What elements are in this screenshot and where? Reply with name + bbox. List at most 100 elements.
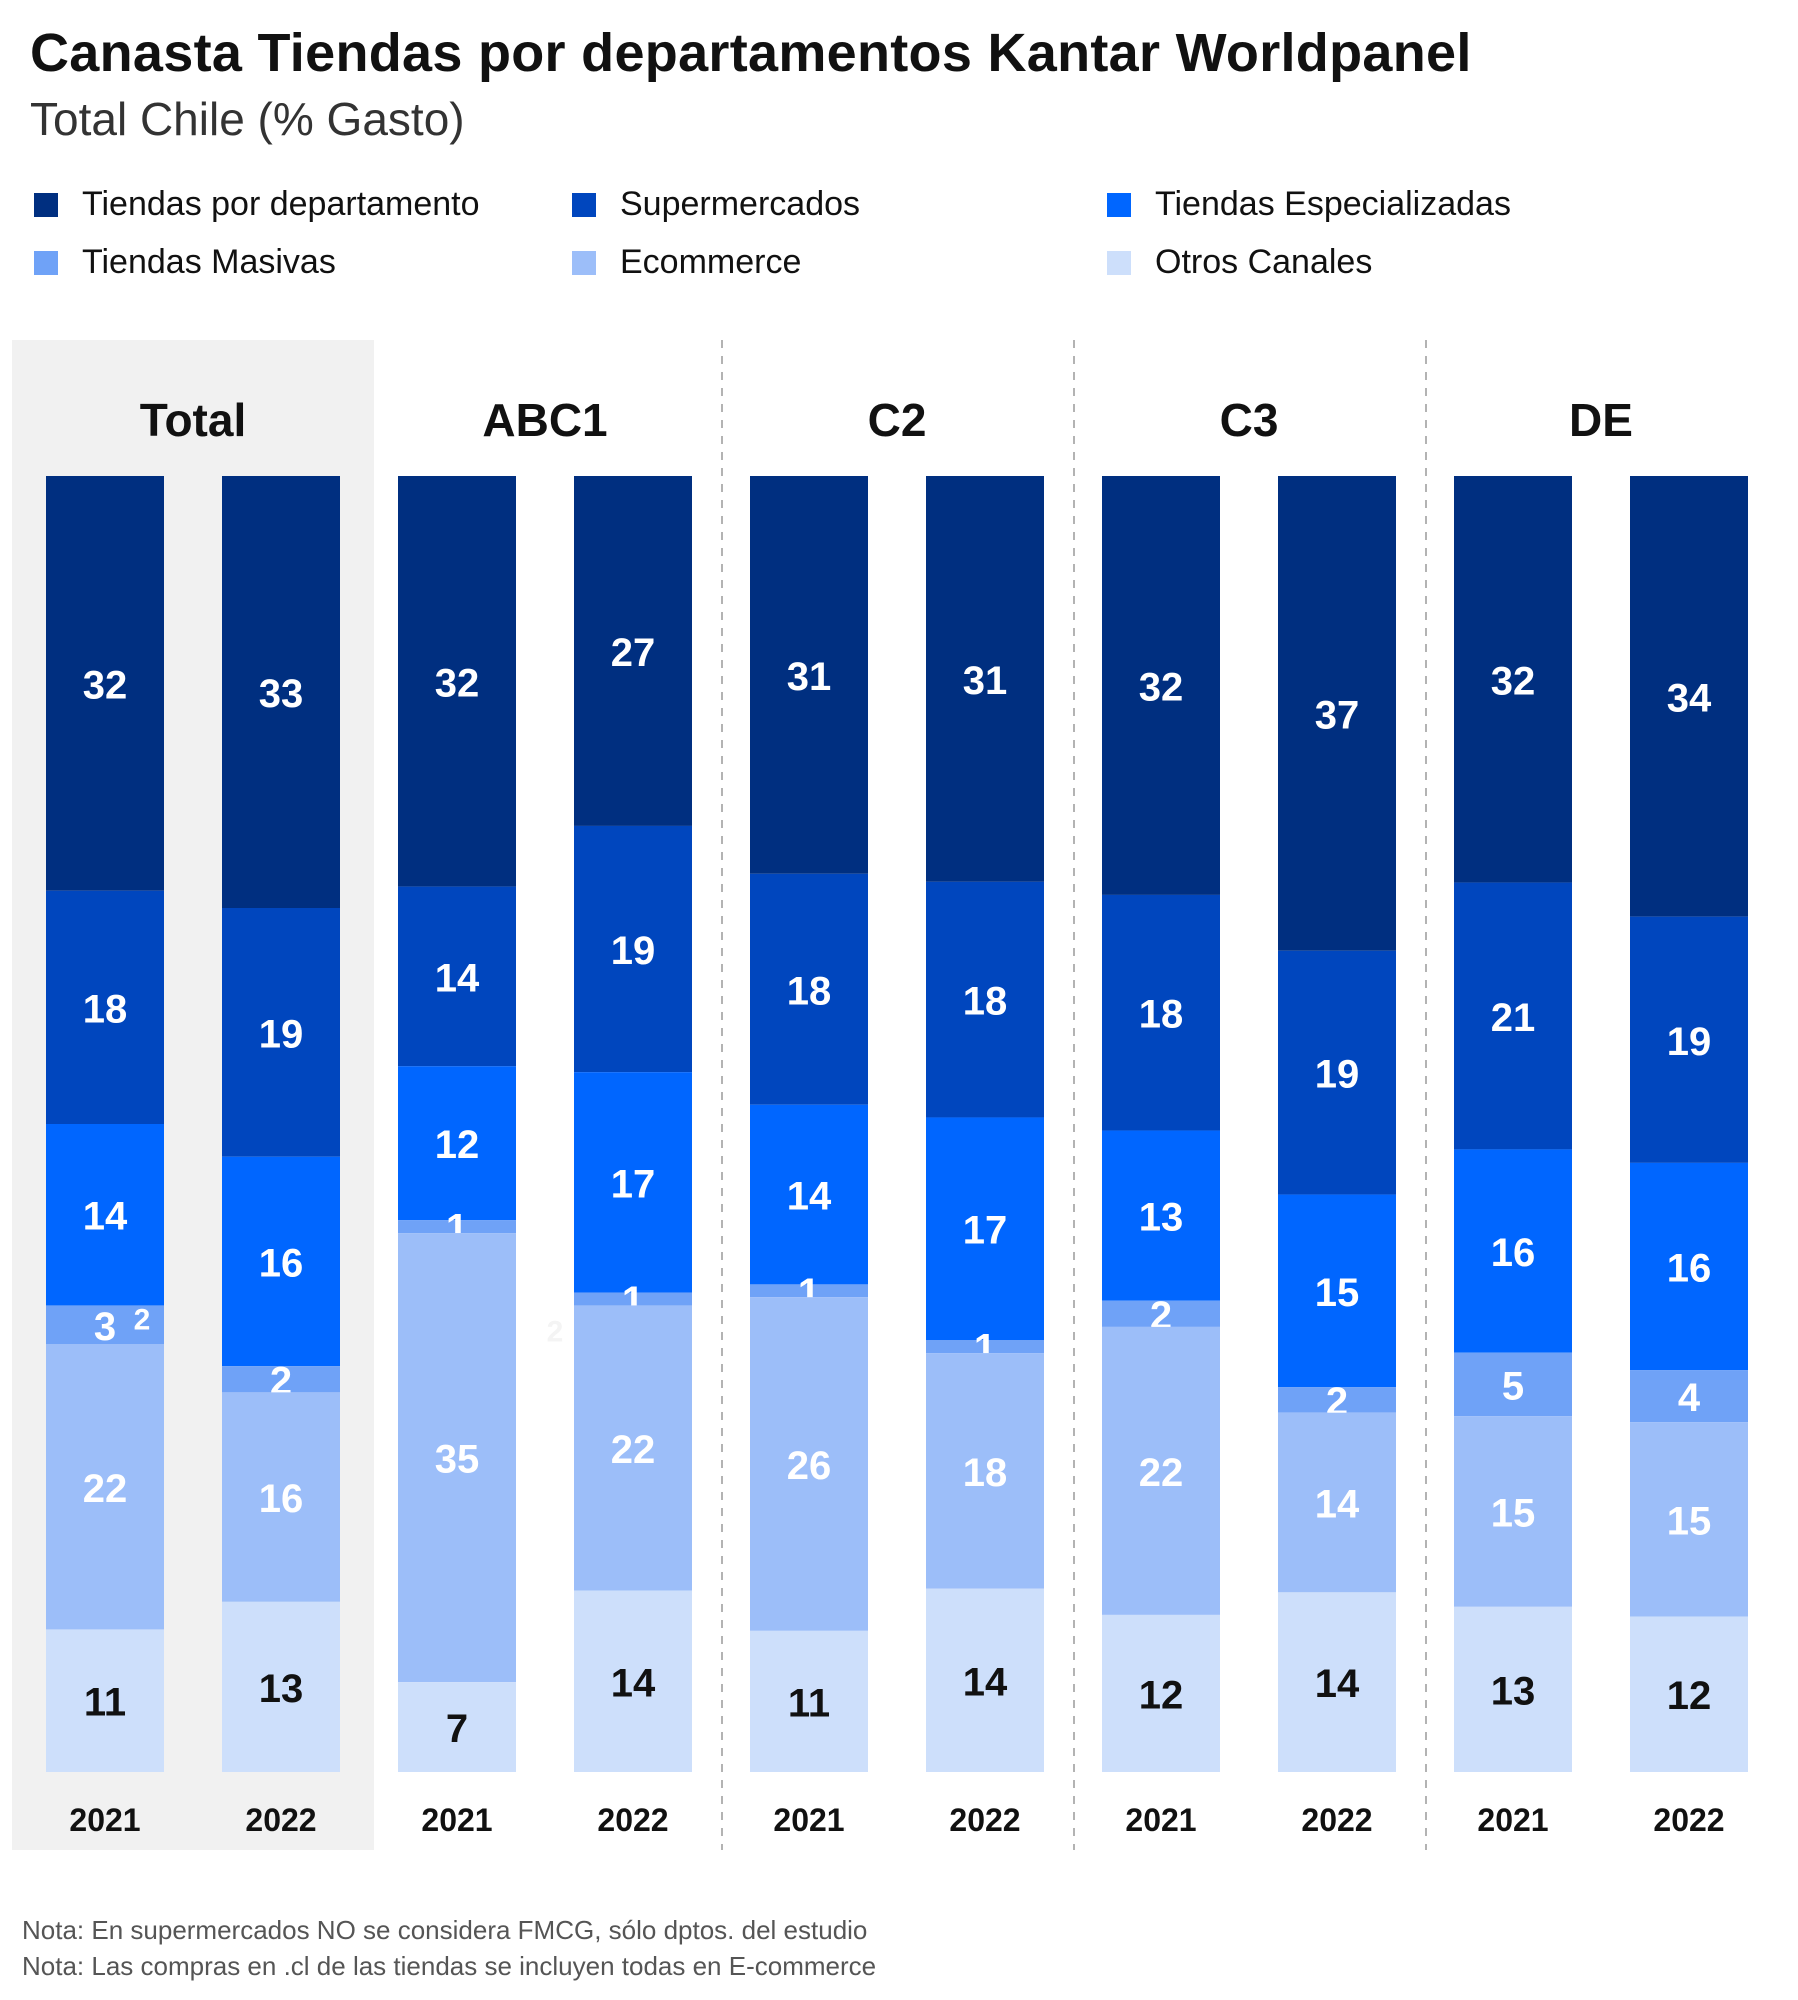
data-label: 32 — [1139, 665, 1184, 709]
data-label: 16 — [1667, 1247, 1712, 1291]
data-label: 13 — [259, 1667, 304, 1711]
legend-swatch — [34, 192, 58, 217]
data-label: 7 — [446, 1707, 468, 1751]
bar-segment — [46, 1344, 164, 1630]
bar-segment — [222, 1156, 340, 1367]
data-label: 19 — [259, 1012, 304, 1056]
data-label: 18 — [1139, 993, 1184, 1037]
data-label: 32 — [435, 661, 480, 705]
data-label: 16 — [259, 1477, 304, 1521]
bar-segment — [574, 1590, 692, 1772]
bar-segment — [926, 476, 1044, 882]
bar-segment — [750, 873, 868, 1105]
bar-segment — [750, 1284, 868, 1298]
data-label: 35 — [435, 1438, 480, 1482]
legend-swatch — [572, 192, 596, 217]
data-label: 14 — [963, 1660, 1008, 1704]
bar-segment — [574, 825, 692, 1073]
bar-segment — [1454, 1606, 1572, 1772]
legend-label: Tiendas Especializadas — [1155, 185, 1511, 223]
data-label: 18 — [787, 969, 832, 1013]
bar-segment — [1630, 1422, 1748, 1617]
legend-label: Tiendas Masivas — [82, 243, 336, 281]
data-label: 14 — [1315, 1483, 1360, 1527]
bar-segment — [1102, 1614, 1220, 1772]
data-label: 12 — [435, 1123, 480, 1167]
data-label: 18 — [963, 980, 1008, 1024]
bar-segment — [926, 1588, 1044, 1772]
legend-label: Ecommerce — [620, 243, 802, 281]
data-label: 19 — [1667, 1020, 1712, 1064]
data-label: 2 — [1150, 1294, 1172, 1338]
extra-data-label: 2 — [547, 1316, 564, 1349]
data-label: 19 — [1315, 1053, 1360, 1097]
legend-item-tiendas-masivas: Tiendas Masivas — [34, 243, 336, 282]
bar-segment — [1278, 1412, 1396, 1593]
data-label: 22 — [1139, 1451, 1184, 1495]
year-label: 2021 — [421, 1802, 492, 1838]
data-label: 32 — [1491, 659, 1536, 703]
chart-title: Canasta Tiendas por departamentos Kantar… — [30, 23, 1472, 83]
bar-segment — [1278, 476, 1396, 951]
bar-segment — [222, 908, 340, 1157]
footnotes: Nota: En supermercados NO se considera F… — [22, 1912, 876, 1984]
data-label: 14 — [435, 956, 480, 1000]
bar-segment — [222, 1366, 340, 1393]
year-label: 2022 — [245, 1802, 316, 1838]
bar-segment — [1454, 1352, 1572, 1417]
bar-segment — [398, 1066, 516, 1221]
data-label: 3 — [94, 1305, 116, 1349]
bar-segment — [1102, 894, 1220, 1131]
group-label-total: Total — [140, 394, 246, 446]
bar-segment — [46, 890, 164, 1124]
legend-item-supermercados: Supermercados — [572, 185, 860, 224]
bar-segment — [222, 476, 340, 908]
bar-segment — [750, 1104, 868, 1285]
legend: Tiendas por departamento Supermercados T… — [34, 185, 1774, 305]
bar-segment — [750, 1630, 868, 1772]
bar-segment — [926, 1353, 1044, 1589]
bar-segment — [398, 1220, 516, 1234]
bar-segment — [46, 1124, 164, 1306]
bar-segment — [398, 1233, 516, 1683]
bar-segment — [398, 476, 516, 887]
data-label: 13 — [1491, 1669, 1536, 1713]
bar-segment — [46, 476, 164, 891]
bar-segment — [1630, 916, 1748, 1163]
data-label: 13 — [1139, 1196, 1184, 1240]
data-label: 15 — [1667, 1499, 1712, 1543]
data-label: 14 — [787, 1175, 832, 1219]
data-label: 4 — [1678, 1376, 1701, 1420]
data-label: 31 — [963, 659, 1008, 703]
bar-segment — [750, 476, 868, 874]
bar-segment — [1454, 882, 1572, 1150]
bar-segment — [574, 1305, 692, 1591]
bar-segment — [1102, 1326, 1220, 1615]
bar-segment — [398, 1682, 516, 1772]
legend-swatch — [572, 250, 596, 275]
bar-segment — [1278, 950, 1396, 1195]
data-label: 17 — [611, 1162, 656, 1206]
data-label: 33 — [259, 672, 304, 716]
data-label: 16 — [1491, 1231, 1536, 1275]
extra-data-label: 2 — [134, 1304, 151, 1337]
year-label: 2021 — [69, 1802, 140, 1838]
bar-segment — [1630, 1616, 1748, 1772]
legend-item-otros-canales: Otros Canales — [1107, 243, 1372, 282]
data-label: 15 — [1491, 1492, 1536, 1536]
data-label: 12 — [1667, 1674, 1712, 1718]
bar-segment — [1102, 1130, 1220, 1301]
data-label: 31 — [787, 655, 832, 699]
year-label: 2022 — [597, 1802, 668, 1838]
chart-subtitle: Total Chile (% Gasto) — [30, 93, 465, 145]
data-label: 17 — [963, 1209, 1008, 1253]
bar-segment — [1454, 476, 1572, 883]
bar-segment — [1278, 1194, 1396, 1388]
footnote-2: Nota: Las compras en .cl de las tiendas … — [22, 1951, 877, 1981]
year-label: 2021 — [1125, 1802, 1196, 1838]
data-label: 26 — [787, 1444, 832, 1488]
legend-label: Otros Canales — [1155, 243, 1373, 281]
data-label: 5 — [1502, 1364, 1524, 1408]
bar-segment — [1454, 1416, 1572, 1607]
data-label: 37 — [1315, 693, 1360, 737]
